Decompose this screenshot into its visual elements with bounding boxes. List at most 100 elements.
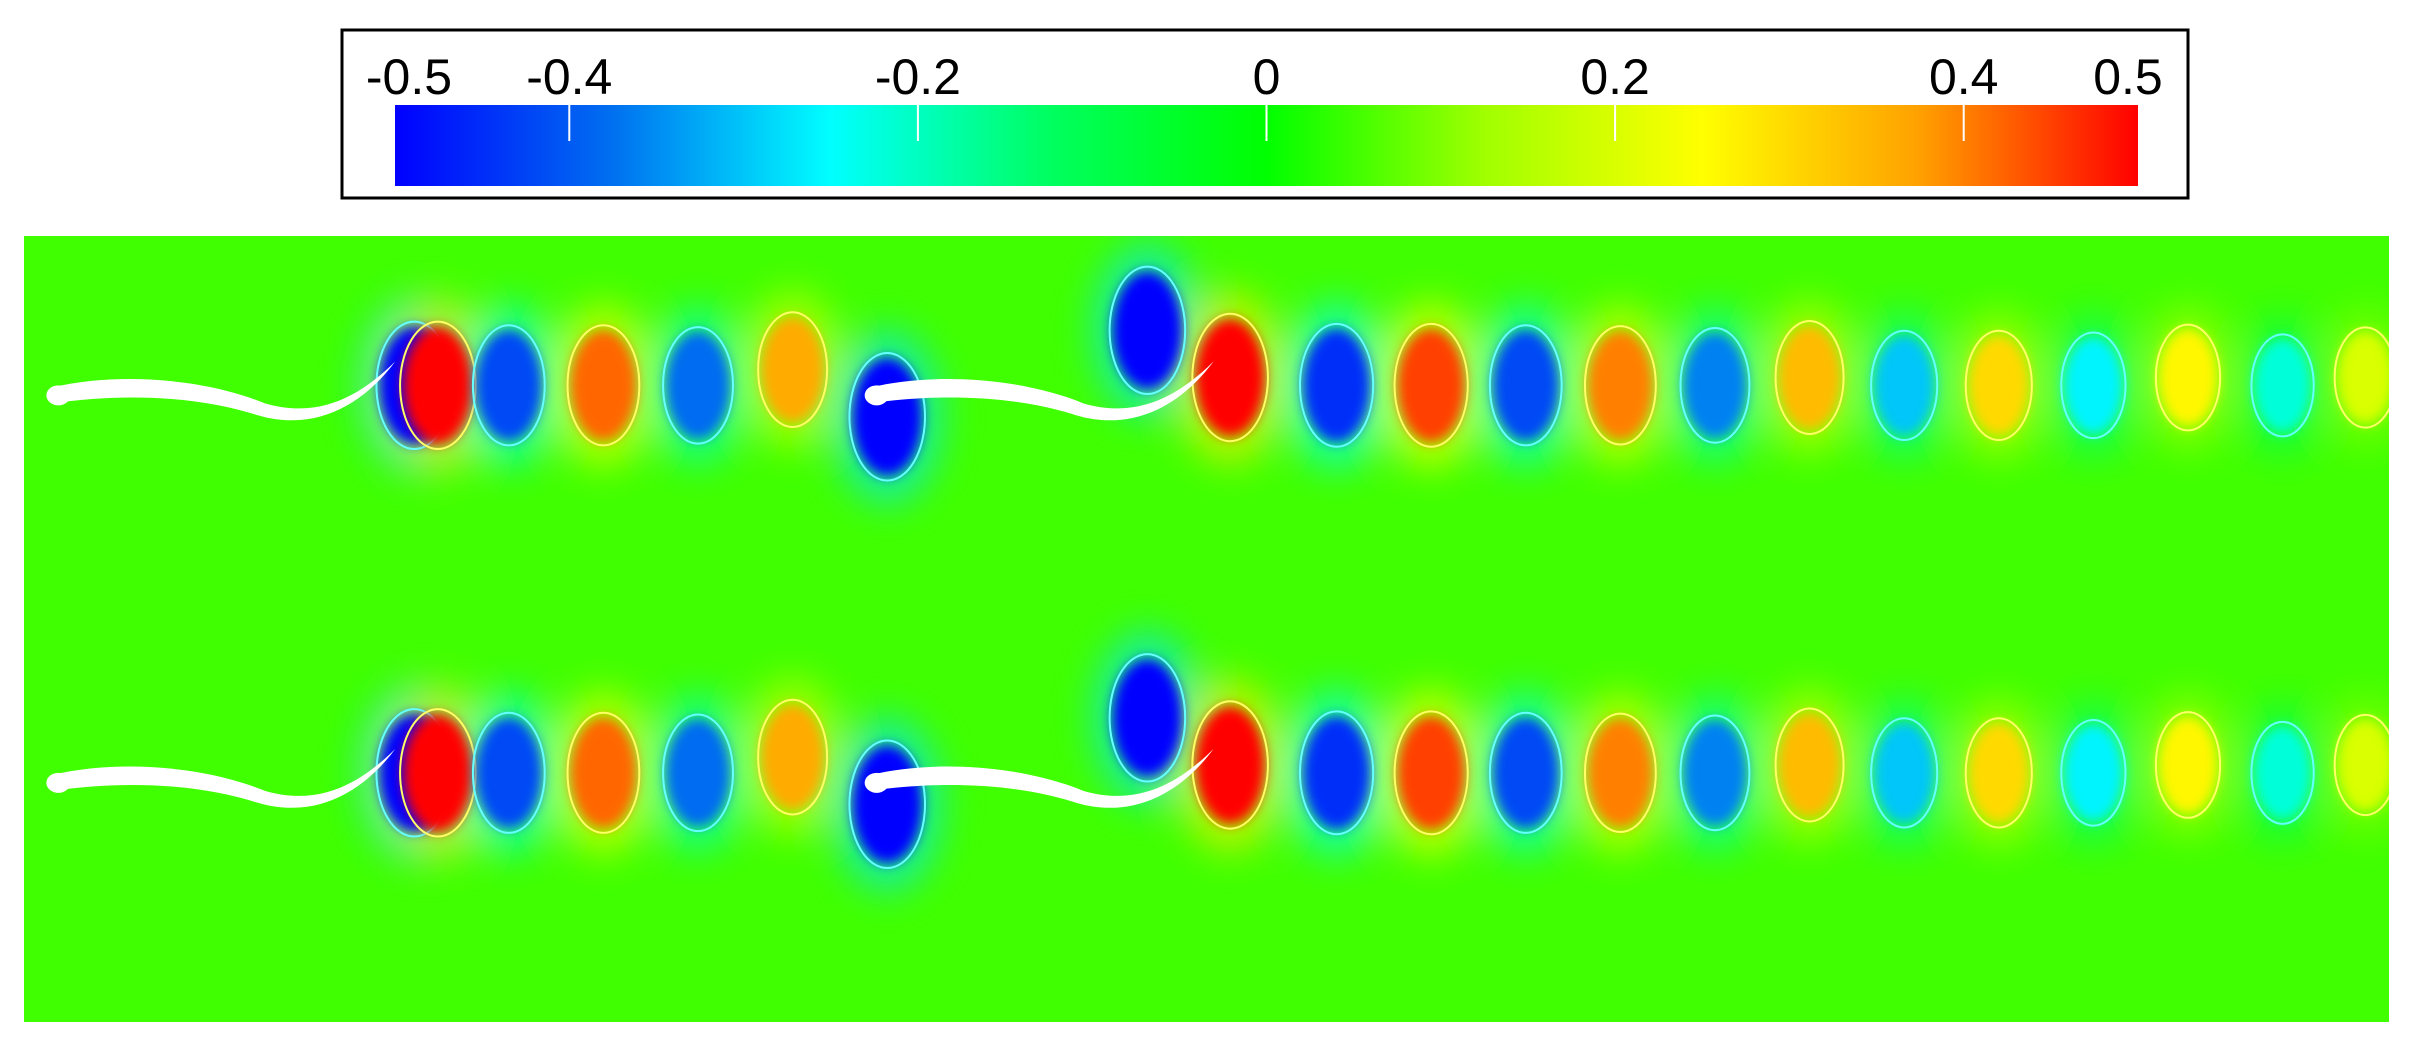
colorbar-tick-label: 0 [1253,49,1281,105]
colorbar-tick-label: -0.5 [366,49,452,105]
vortex-contour [2154,323,2222,432]
colorbar: -0.5 -0.4 -0.2 0 0.2 0.4 0.5 [340,28,2190,200]
vortex-positive [1587,330,1654,441]
vortex-positive [2158,716,2218,814]
colorbar-tick-label: 0.2 [1580,49,1650,105]
swimmer-body [870,361,1214,421]
vortex-contour [1870,717,1939,829]
colorbar-ticks: -0.5 -0.4 -0.2 0 0.2 0.4 0.5 [366,49,2163,141]
vortex-positive [1195,705,1266,824]
vortex-contour [1191,700,1269,830]
swimmer-body [52,748,396,808]
vortex-negative [852,357,923,476]
colorbar-tick-label: -0.2 [875,49,961,105]
vortex-positive [1968,334,2030,436]
vortex-contour [2060,719,2127,827]
vortex-negative [2063,336,2124,435]
vortex-contour [1583,712,1657,834]
vortex-contour [566,711,641,834]
colorbar-tick-label: 0.4 [1929,49,1999,105]
vortex-layer [375,265,2389,869]
vortex-positive [760,703,825,811]
vortex-contour [2250,333,2315,438]
vortex-negative [1492,329,1560,441]
vortex-contour [2250,720,2315,825]
vortex-contour [1964,329,2033,441]
vortex-contour [566,324,641,447]
vortex-negative [665,331,731,440]
vortex-contour [1298,710,1375,836]
vortex-contour [1679,326,1751,444]
vortex-negative [475,329,543,441]
vortex-contour [1393,710,1469,836]
vortex-contour [1583,325,1657,446]
vortex-negative [1683,719,1747,826]
vortex-positive [2158,328,2218,427]
swimmer-head [46,772,71,793]
colorbar-tick-label: -0.4 [526,49,612,105]
vortex-contour [848,352,927,482]
vorticity-field [24,236,2389,1022]
vortex-positive [1778,712,1842,818]
swimmer-head [864,772,889,793]
vortex-contour [2333,326,2389,429]
vortex-contour [1393,322,1469,448]
vortex-positive [1397,715,1466,830]
vortex-negative [1873,722,1935,824]
swimmer-head [46,385,71,406]
vortex-positive [402,326,473,445]
vortex-contour [662,326,734,445]
vortex-negative [1302,328,1371,443]
swimmer-body [870,748,1214,808]
colorbar-tick-label: 0.5 [2093,49,2163,105]
vortex-positive [1195,318,1266,437]
vortex-positive [1587,718,1654,828]
vortex-negative [2253,338,2312,433]
swimmer-head [864,385,889,406]
vortex-contour [471,324,546,447]
vortex-positive [1397,328,1466,443]
vortex-negative [2253,725,2312,821]
vortex-positive [2336,718,2389,812]
vortex-negative [1873,334,1935,436]
vortex-contour [1774,320,1845,435]
vortex-positive [1968,722,2030,824]
swimmer-body [52,361,396,421]
vortex-contour [662,713,734,833]
vortex-negative [1683,332,1747,439]
vortex-negative [665,718,731,827]
vortex-negative [852,745,923,864]
vortex-negative [1492,717,1560,829]
vortex-negative [2063,723,2124,822]
vortex-positive [570,329,637,441]
vortex-contour [1870,329,1939,441]
vortex-positive [760,316,825,423]
vortex-contour [848,739,927,869]
vortex-contour [1488,324,1563,447]
vortex-contour [1108,653,1187,783]
vortex-contour [1774,707,1845,823]
vortex-contour [1108,265,1187,396]
vortex-positive [402,713,473,832]
vortex-negative [475,717,543,829]
vortex-contour [1964,717,2033,829]
vortex-negative [1302,715,1371,830]
vortex-contour [1679,714,1751,832]
vortex-positive [570,717,637,829]
vortex-negative [1112,658,1183,777]
vortex-positive [1778,325,1842,430]
vortex-contour [1488,711,1563,834]
swimmer-layer [46,361,1214,808]
vortex-contour [1191,312,1269,443]
vortex-contour [757,311,829,428]
vortex-contour [2060,331,2127,440]
vortex-contour [2333,713,2389,817]
vortex-negative [1112,271,1183,390]
vortex-contour [2154,711,2222,819]
vortex-positive [2336,331,2389,424]
vortex-contour [757,698,829,816]
vortex-contour [471,711,546,834]
vortex-contour [1298,322,1375,448]
